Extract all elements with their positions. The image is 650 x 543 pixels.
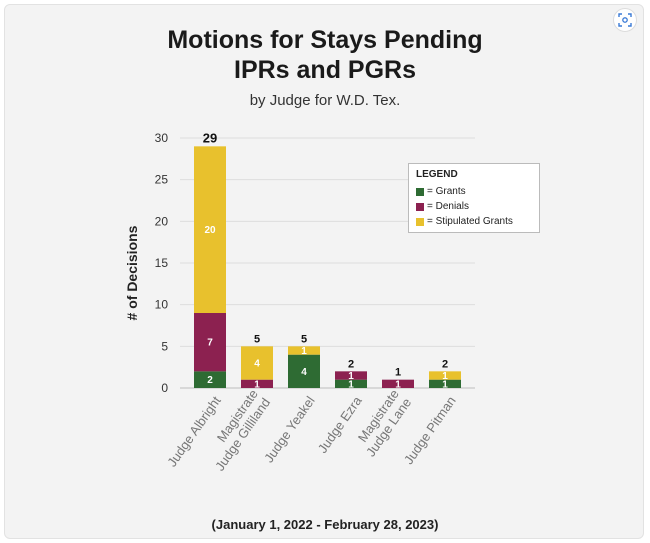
bar-segment-grants-3: [335, 379, 367, 388]
legend-swatch-stipulated: [416, 217, 424, 226]
x-tick-label-0: Judge Albright: [164, 393, 224, 469]
bar-segment-denials-0: [194, 313, 226, 372]
legend-item-denials: = Denials: [416, 199, 539, 214]
bar-total-label-1: 5: [254, 333, 260, 345]
bar-total-label-0: 29: [203, 130, 217, 145]
segment-label-denials-1: 1: [254, 379, 260, 390]
legend-label-stipulated: = Stipulated Grants: [427, 216, 513, 227]
date-range-footer: (January 1, 2022 - February 28, 2023): [211, 517, 439, 532]
bar-segment-denials-3: [335, 371, 367, 380]
bar-segment-grants-2: [288, 354, 320, 388]
legend-item-stipulated: = Stipulated Grants: [416, 214, 539, 229]
bar-segment-denials-4: [382, 379, 414, 388]
segment-label-stipulated-grants-5: 1: [442, 371, 448, 382]
bar-total-label-5: 2: [442, 358, 448, 370]
lens-search-icon[interactable]: [613, 8, 637, 32]
y-tick-label-10: 10: [155, 298, 169, 312]
segment-label-stipulated-grants-1: 4: [254, 359, 260, 370]
y-axis-label: # of Decisions: [124, 225, 140, 320]
segment-label-denials-3: 1: [348, 371, 354, 382]
segment-label-grants-5: 1: [442, 379, 448, 390]
segment-label-stipulated-grants-0: 20: [204, 225, 216, 236]
legend-title: LEGEND: [416, 169, 458, 180]
x-tick-label-4: MagistrateJudge Lane: [351, 387, 415, 460]
bar-segment-stipulated-grants-5: [429, 371, 461, 380]
chart-title-line1: Motions for Stays Pending: [167, 26, 483, 54]
chart-subtitle: by Judge for W.D. Tex.: [249, 92, 401, 109]
segment-label-grants-2: 4: [301, 367, 307, 378]
segment-label-grants-0: 2: [207, 375, 213, 386]
y-tick-label-15: 15: [155, 256, 169, 270]
y-tick-label-20: 20: [155, 214, 169, 228]
x-tick-label-3: Judge Ezra: [315, 393, 365, 456]
bar-total-label-3: 2: [348, 358, 354, 370]
legend: LEGEND = Grants = Denials = Stipulated G…: [408, 163, 540, 233]
legend-label-grants: = Grants: [427, 186, 466, 197]
y-tick-label-25: 25: [155, 173, 169, 187]
bar-segment-denials-1: [241, 379, 273, 388]
segment-label-denials-4: 1: [395, 379, 401, 390]
bar-total-label-4: 1: [395, 367, 401, 379]
x-tick-label-line: Judge Ezra: [315, 393, 365, 456]
y-tick-label-30: 30: [155, 131, 169, 145]
bar-total-label-2: 5: [301, 333, 307, 345]
legend-item-grants: = Grants: [416, 184, 539, 199]
bar-segment-stipulated-grants-1: [241, 346, 273, 380]
segment-label-grants-3: 1: [348, 379, 354, 390]
y-tick-label-5: 5: [161, 339, 168, 353]
chart-title-line2: IPRs and PGRs: [234, 56, 416, 84]
chart-card: [4, 4, 644, 539]
bar-segment-grants-0: [194, 371, 226, 388]
legend-swatch-grants: [416, 187, 424, 196]
legend-swatch-denials: [416, 202, 424, 211]
x-tick-label-line: Judge Albright: [164, 393, 224, 469]
bar-segment-stipulated-grants-2: [288, 346, 320, 355]
bar-segment-stipulated-grants-0: [194, 146, 226, 313]
segment-label-denials-0: 7: [207, 338, 213, 349]
legend-label-denials: = Denials: [427, 201, 469, 212]
scan-icon: [618, 13, 632, 27]
bar-segment-grants-5: [429, 379, 461, 388]
segment-label-stipulated-grants-2: 1: [301, 346, 307, 357]
y-tick-label-0: 0: [161, 381, 168, 395]
